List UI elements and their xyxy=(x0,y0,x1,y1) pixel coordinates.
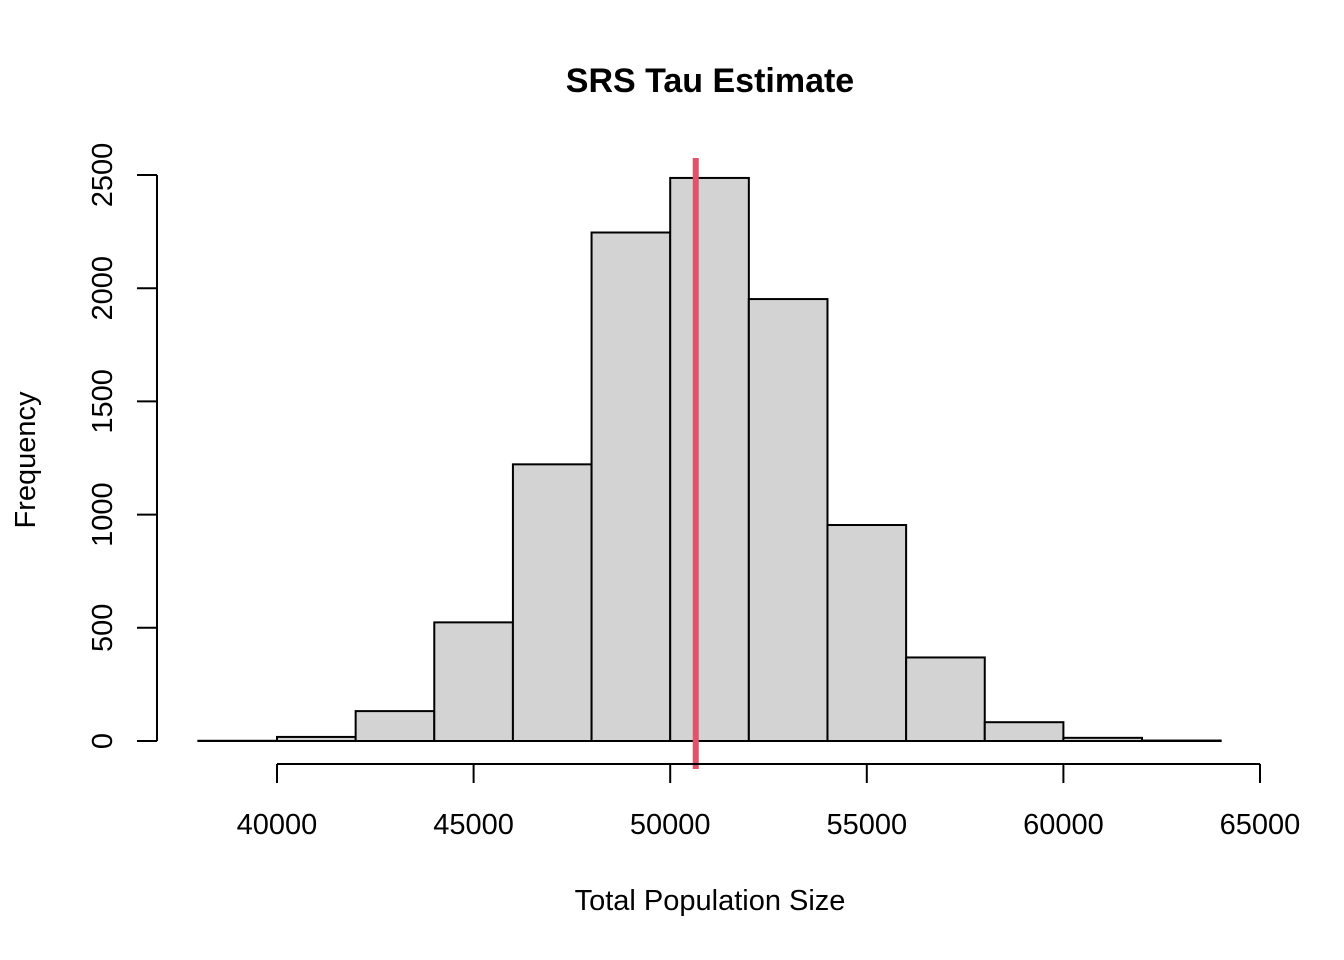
histogram-bars xyxy=(197,176,1222,743)
x-tick-label: 40000 xyxy=(237,809,318,841)
histogram-bar xyxy=(669,176,750,743)
y-tick-label: 1500 xyxy=(87,369,119,434)
y-tick-label: 1000 xyxy=(87,482,119,547)
y-tick-label: 500 xyxy=(87,604,119,652)
chart-title: SRS Tau Estimate xyxy=(566,62,854,100)
y-axis: 0 500 1000 1500 2000 2500 xyxy=(87,143,158,749)
x-tick-label: 55000 xyxy=(826,809,907,841)
histogram-bar xyxy=(905,656,986,742)
y-tick-label: 0 xyxy=(87,733,119,749)
x-tick-label: 65000 xyxy=(1220,809,1301,841)
y-axis-title: Frequency xyxy=(10,391,42,529)
x-axis: 40000 45000 50000 55000 60000 65000 xyxy=(237,763,1301,841)
y-tick-label: 2500 xyxy=(87,143,119,208)
x-axis-title: Total Population Size xyxy=(575,885,846,917)
x-tick-label: 50000 xyxy=(630,809,711,841)
x-tick-label: 45000 xyxy=(433,809,514,841)
y-tick-label: 2000 xyxy=(87,256,119,321)
x-tick-label: 60000 xyxy=(1023,809,1104,841)
histogram-bar xyxy=(511,463,593,742)
histogram-bar xyxy=(747,298,829,742)
histogram-bar xyxy=(983,721,1065,743)
histogram-bar xyxy=(433,621,514,742)
histogram-bar xyxy=(354,710,436,742)
histogram-bar xyxy=(826,524,908,742)
histogram-bar xyxy=(590,231,672,742)
